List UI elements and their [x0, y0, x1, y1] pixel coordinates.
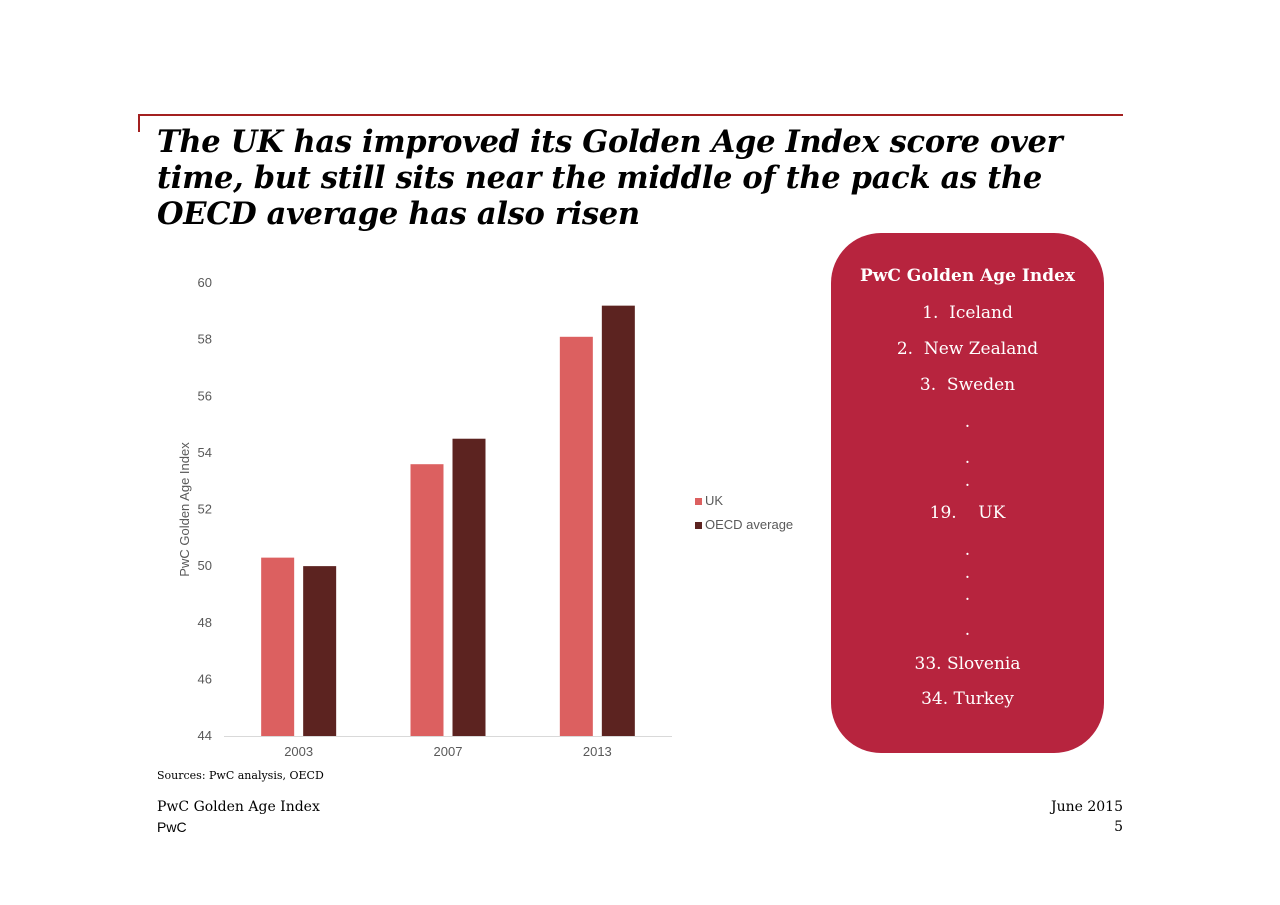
- sources-note: Sources: PwC analysis, OECD: [157, 769, 324, 782]
- bar-uk-2007: [410, 464, 444, 736]
- y-tick-label: 44: [198, 728, 212, 743]
- rank-item-iceland: 1. Iceland: [922, 303, 1013, 323]
- panel-title: PwC Golden Age Index: [859, 266, 1076, 286]
- y-tick-label: 60: [198, 275, 212, 290]
- rank-item-new-zealand: 2. New Zealand: [896, 339, 1039, 359]
- bar-oecd-average-2013: [601, 305, 635, 736]
- bar-oecd-average-2003: [303, 566, 337, 736]
- rank-item-uk: 19. UK: [929, 503, 1006, 523]
- rank-item-sweden: 3. Sweden: [919, 375, 1016, 395]
- ellipsis-dot: .: [964, 471, 971, 491]
- ellipsis-dot: .: [964, 540, 971, 560]
- ellipsis-dot: .: [964, 585, 971, 605]
- footer-company: PwC: [157, 819, 187, 835]
- ellipsis-dot: .: [964, 412, 971, 432]
- y-tick-label: 52: [198, 502, 212, 517]
- footer-report-name: PwC Golden Age Index: [157, 799, 320, 815]
- y-tick-label: 50: [198, 558, 212, 573]
- y-tick-label: 56: [198, 388, 212, 403]
- rank-item-turkey: 34. Turkey: [921, 689, 1014, 709]
- bar-chart: 44 46 48 50 52 54 56 58 60 PwC Golden Age Index 20…: [177, 275, 793, 759]
- y-axis-label: PwC Golden Age Index: [177, 442, 192, 577]
- y-tick-label: 58: [198, 332, 212, 347]
- bar-oecd-average-2007: [452, 438, 486, 736]
- y-tick-label: 46: [198, 671, 212, 686]
- ellipsis-dot: .: [964, 448, 971, 468]
- bar-uk-2013: [559, 336, 593, 736]
- legend-label: OECD average: [705, 517, 793, 532]
- title-rule: [138, 114, 1123, 116]
- x-tick-label: 2013: [583, 744, 612, 759]
- page-number: 5: [1114, 819, 1123, 835]
- rank-item-slovenia: 33. Slovenia: [914, 654, 1021, 674]
- ranking-panel: PwC Golden Age Index 1. Iceland 2. New Z…: [831, 233, 1104, 753]
- title-rule-tick: [138, 114, 140, 132]
- legend-swatch: [695, 522, 702, 529]
- legend-swatch: [695, 498, 702, 505]
- x-tick-label: 2007: [434, 744, 463, 759]
- x-tick-label: 2003: [284, 744, 313, 759]
- footer-date: June 2015: [1050, 799, 1123, 815]
- ellipsis-dot: .: [964, 620, 971, 640]
- bar-uk-2003: [261, 557, 295, 736]
- legend-label: UK: [705, 493, 723, 508]
- y-tick-label: 54: [198, 445, 212, 460]
- y-tick-label: 48: [198, 615, 212, 630]
- ellipsis-dot: .: [964, 563, 971, 583]
- slide-title: The UK has improved its Golden Age Index…: [157, 124, 1063, 232]
